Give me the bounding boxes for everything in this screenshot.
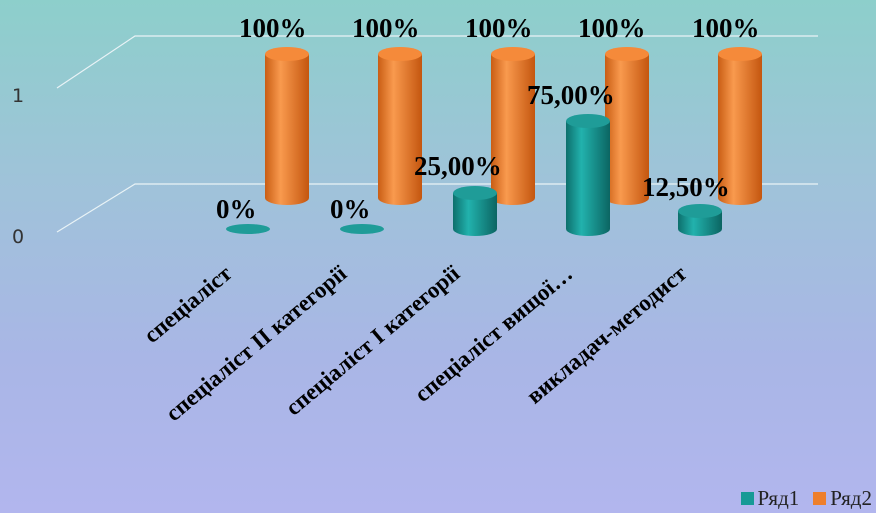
bar-series2: [605, 47, 649, 205]
bar-series1: [453, 186, 497, 236]
grid-lines: [56, 35, 818, 233]
data-label-series2: 100%: [692, 13, 760, 43]
legend-swatch-series1: [740, 492, 754, 505]
bar-series1: [226, 224, 270, 234]
bars: [226, 47, 762, 236]
legend-item-series1: Ряд1: [740, 486, 800, 511]
data-label-series2: 100%: [352, 13, 420, 43]
legend-item-series2: Ряд2: [813, 486, 872, 511]
data-label-series2: 100%: [578, 13, 646, 43]
bar-series2: [718, 47, 762, 205]
y-tick-label: 0: [12, 226, 24, 248]
legend-label-series1: Ряд1: [757, 486, 800, 510]
data-label-series1: 12,50%: [642, 172, 730, 202]
category-label: спеціаліст: [139, 260, 237, 348]
legend-label-series2: Ряд2: [830, 486, 872, 510]
data-label-series2: 100%: [465, 13, 533, 43]
bar-series2: [265, 47, 309, 205]
data-label-series2: 100%: [239, 13, 307, 43]
legend-swatch-series2: [813, 492, 827, 505]
y-axis: 01: [12, 85, 24, 248]
bar-series1: [678, 204, 722, 236]
bar-series1: [566, 114, 610, 236]
bar-series2: [491, 47, 535, 205]
gridline: [56, 35, 818, 89]
y-tick-label: 1: [12, 85, 24, 107]
legend: Ряд1 Ряд2: [740, 486, 872, 511]
data-label-series1: 0%: [330, 194, 371, 224]
bar-series1: [340, 224, 384, 234]
data-labels: 100% 100% 100% 100% 100% 0% 0% 25,00% 75,00% 12,5…: [216, 13, 760, 224]
data-label-series1: 75,00%: [527, 80, 615, 110]
bar-series2: [378, 47, 422, 205]
data-label-series1: 25,00%: [414, 151, 502, 181]
data-label-series1: 0%: [216, 194, 257, 224]
